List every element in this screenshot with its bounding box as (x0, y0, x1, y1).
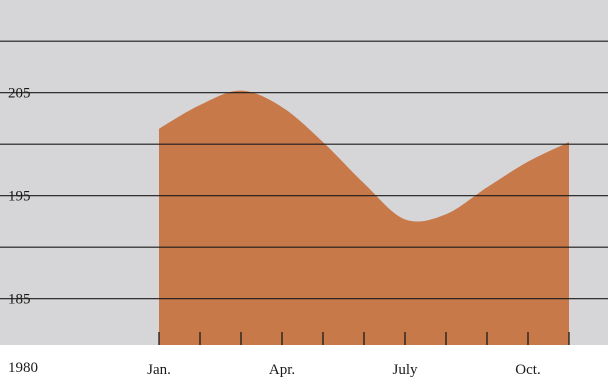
x-category-label: Oct. (515, 362, 540, 378)
x-category-label: July (392, 362, 418, 378)
grid-layer (0, 40, 608, 300)
y-tick-label: 195 (8, 189, 31, 205)
y-tick-label: 185 (8, 292, 31, 308)
y-tick-labels: 185 195 205 (8, 86, 31, 308)
x-category-labels: Jan. Apr. July Oct. (147, 362, 541, 378)
area-layer (159, 90, 569, 345)
x-tick-marks (158, 332, 570, 345)
x-category-label: Jan. (147, 362, 171, 378)
area-series (159, 90, 569, 345)
x-category-label: Apr. (269, 362, 295, 378)
y-tick-label: 205 (8, 86, 31, 102)
year-label: 1980 (8, 360, 38, 376)
